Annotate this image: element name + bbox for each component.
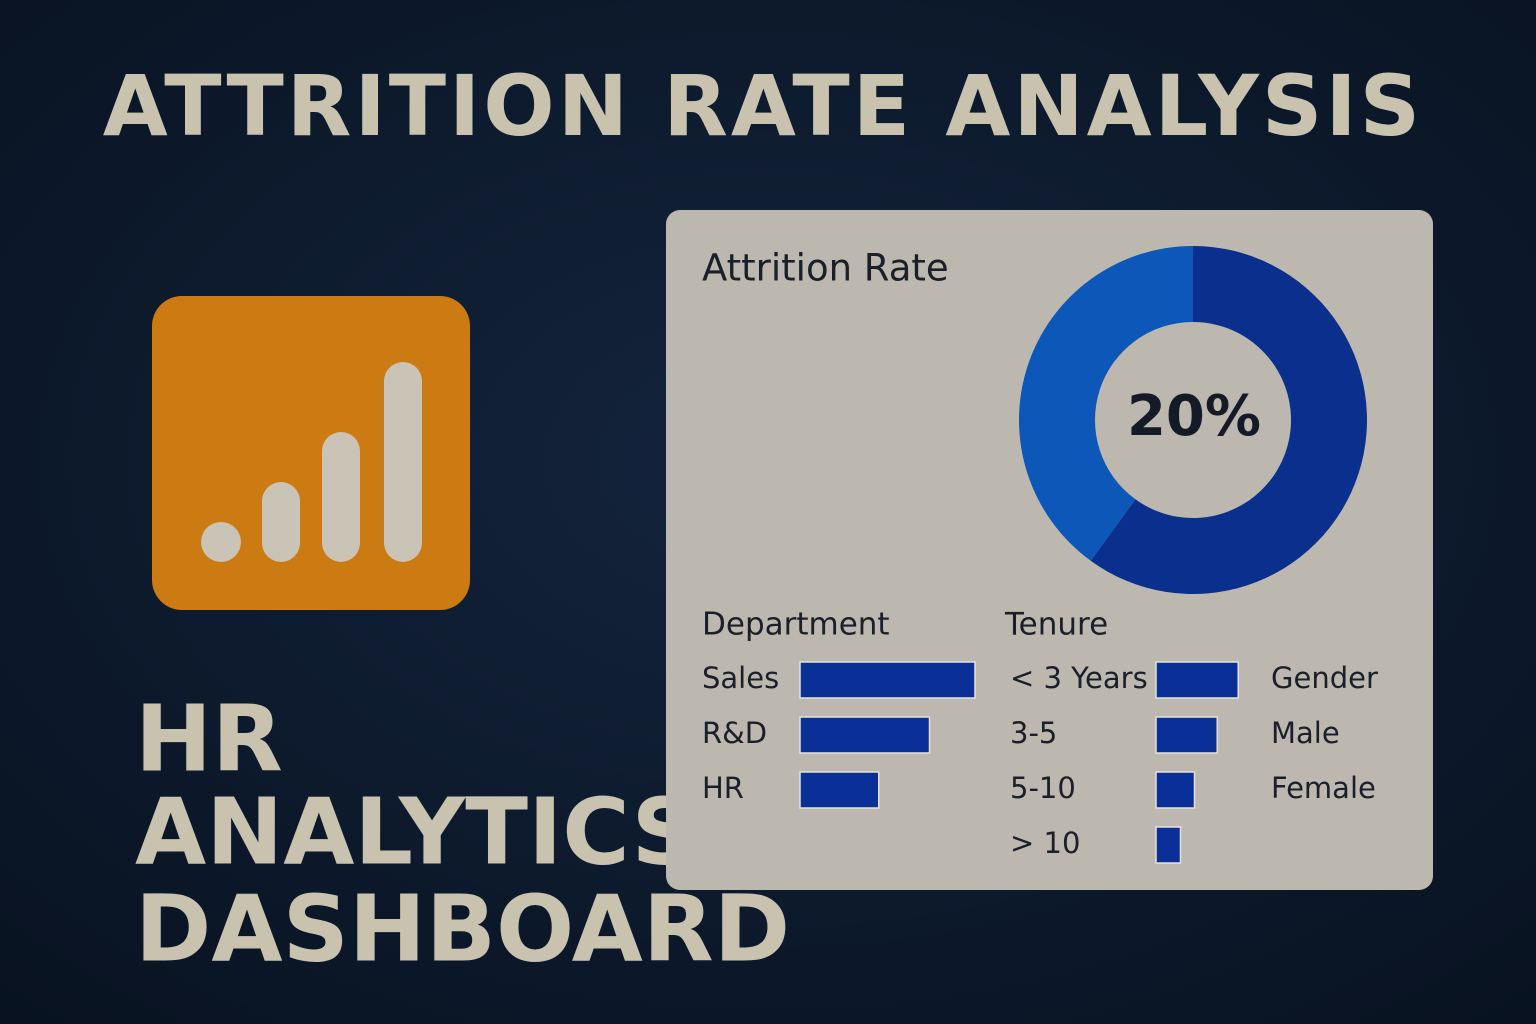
logo-dot: [201, 522, 241, 562]
logo-bar: [384, 362, 422, 562]
donut-center-label: 20%: [1127, 384, 1261, 449]
row-label: < 3 Years: [1010, 661, 1148, 695]
bar: [1155, 661, 1239, 699]
logo: [152, 296, 470, 610]
logo-bar: [262, 482, 300, 562]
bar: [799, 661, 976, 699]
donut-segment: [1090, 246, 1367, 594]
section-title: Gender: [1271, 661, 1378, 695]
bar: [799, 771, 880, 809]
brand-line: ANALYTICS: [135, 778, 698, 885]
brand-line: HR: [135, 685, 283, 792]
logo-bar: [322, 432, 360, 562]
row-label: 3-5: [1010, 716, 1057, 750]
bar: [1155, 826, 1182, 864]
row-label: HR: [702, 771, 744, 805]
row-label: R&D: [702, 716, 767, 750]
bar: [1155, 771, 1196, 809]
section-title: Department: [702, 607, 890, 643]
row-label: Sales: [702, 661, 779, 695]
row-label: Male: [1271, 716, 1340, 750]
page-title: ATTRITION RATE ANALYSIS: [103, 57, 1423, 155]
row-label: Female: [1271, 771, 1376, 805]
bar: [1155, 716, 1218, 754]
bar: [799, 716, 931, 754]
logo-tile: [152, 296, 470, 610]
row-label: 5-10: [1010, 771, 1076, 805]
donut-segment: [1018, 246, 1193, 561]
row-label: > 10: [1010, 826, 1080, 860]
card-title: Attrition Rate: [702, 247, 949, 290]
brand-line: DASHBOARD: [135, 875, 790, 982]
section-title: Tenure: [1004, 607, 1108, 643]
